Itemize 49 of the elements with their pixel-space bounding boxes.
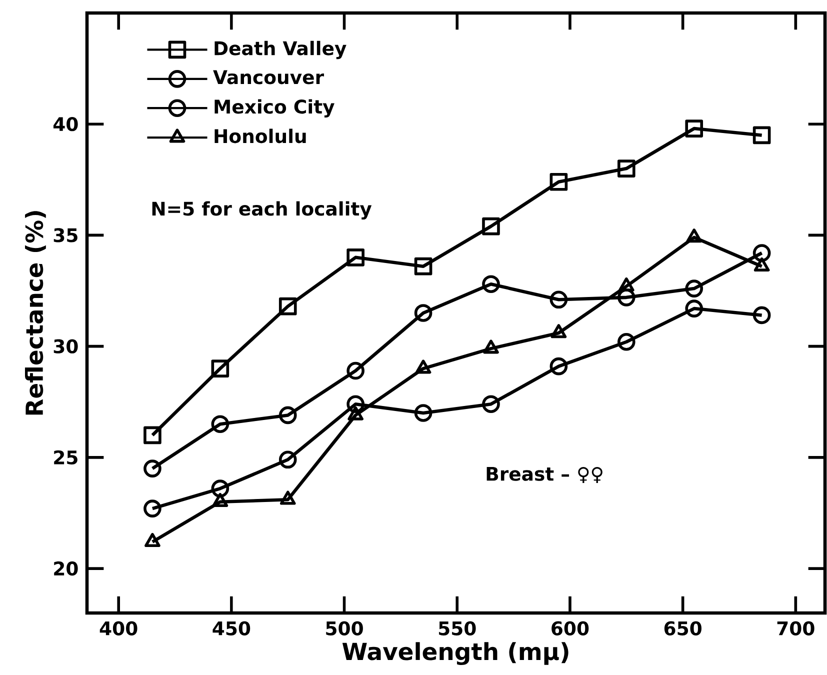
y-tick-label: 35 [54,228,78,242]
annotation: Breast – ♀♀ [486,466,602,484]
y-tick-label: 20 [54,561,78,576]
legend-label: Death Valley [214,40,346,60]
y-tick-label: 25 [54,450,78,465]
point [752,126,771,144]
y-tick-label: 40 [53,116,78,132]
point [278,297,297,316]
point [482,275,500,294]
legend-label: Mexico City [214,99,334,118]
point [685,280,704,298]
x-axis-title: Wavelength (mμ) [342,642,568,666]
point [482,395,500,414]
x-tick-label: 450 [212,621,250,636]
point [752,306,771,324]
point [550,172,568,191]
x-tick-label: 700 [777,621,814,636]
point [144,426,162,444]
point [414,404,432,422]
point [752,244,771,262]
point [550,290,568,309]
point [617,332,636,351]
point [346,248,364,266]
point [617,160,636,178]
y-axis-title: Reflectance (%) [24,211,46,415]
point [211,360,230,378]
point [144,460,162,478]
point [211,480,230,498]
x-tick-label: 500 [326,621,363,636]
point [278,406,297,424]
annotation: N=5 for each locality [152,201,372,220]
y-tick-label: 30 [54,339,78,354]
point [685,300,704,318]
point [414,257,432,276]
point [278,450,297,469]
x-tick-label: 550 [438,621,476,636]
point [346,395,364,414]
x-tick-label: 400 [100,621,138,636]
point [346,362,364,380]
x-tick-label: 650 [664,621,702,636]
legend-label: Vancouver [213,70,324,84]
legend-label: Honolulu [214,128,306,144]
point [414,304,432,322]
point [685,120,704,138]
point [482,217,500,236]
point [144,500,162,518]
point [550,357,568,376]
point [211,415,230,434]
x-tick-label: 600 [552,621,589,636]
